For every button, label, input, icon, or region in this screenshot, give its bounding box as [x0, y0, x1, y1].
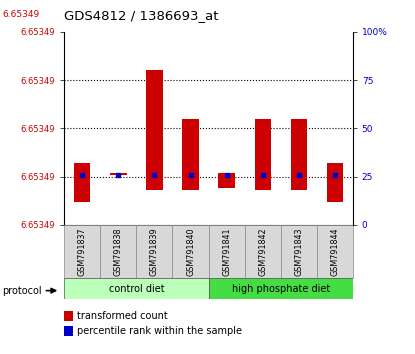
- Bar: [244, 225, 281, 278]
- Text: control diet: control diet: [109, 284, 164, 293]
- Bar: [64, 326, 73, 336]
- Bar: [100, 225, 137, 278]
- Text: GSM791839: GSM791839: [150, 227, 159, 276]
- Text: 6.65349: 6.65349: [2, 10, 39, 19]
- Bar: [209, 225, 244, 278]
- Text: GSM791843: GSM791843: [294, 227, 303, 276]
- Bar: [209, 278, 353, 299]
- Text: GSM791840: GSM791840: [186, 227, 195, 276]
- Bar: [64, 311, 73, 321]
- Bar: [110, 173, 127, 175]
- Text: high phosphate diet: high phosphate diet: [232, 284, 330, 293]
- Text: GSM791841: GSM791841: [222, 227, 231, 276]
- Bar: [254, 119, 271, 190]
- Bar: [137, 225, 173, 278]
- Text: protocol: protocol: [2, 286, 42, 296]
- Text: GDS4812 / 1386693_at: GDS4812 / 1386693_at: [64, 9, 219, 22]
- Text: GSM791837: GSM791837: [78, 227, 87, 276]
- Text: GSM791844: GSM791844: [330, 227, 339, 276]
- Bar: [281, 225, 317, 278]
- Text: GSM791838: GSM791838: [114, 227, 123, 276]
- Text: GSM791842: GSM791842: [258, 227, 267, 276]
- Bar: [64, 225, 100, 278]
- Bar: [146, 70, 163, 190]
- Text: percentile rank within the sample: percentile rank within the sample: [77, 326, 242, 336]
- Bar: [183, 119, 199, 190]
- Bar: [74, 163, 90, 202]
- Bar: [173, 225, 209, 278]
- Bar: [317, 225, 353, 278]
- Bar: [290, 119, 307, 190]
- Text: transformed count: transformed count: [77, 311, 168, 321]
- Bar: [327, 163, 343, 202]
- Bar: [64, 278, 209, 299]
- Bar: [218, 173, 234, 188]
